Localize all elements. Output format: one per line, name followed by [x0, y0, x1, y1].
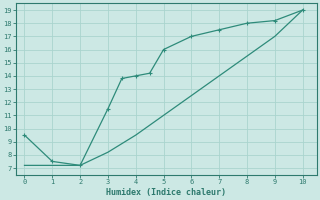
X-axis label: Humidex (Indice chaleur): Humidex (Indice chaleur): [106, 188, 226, 197]
